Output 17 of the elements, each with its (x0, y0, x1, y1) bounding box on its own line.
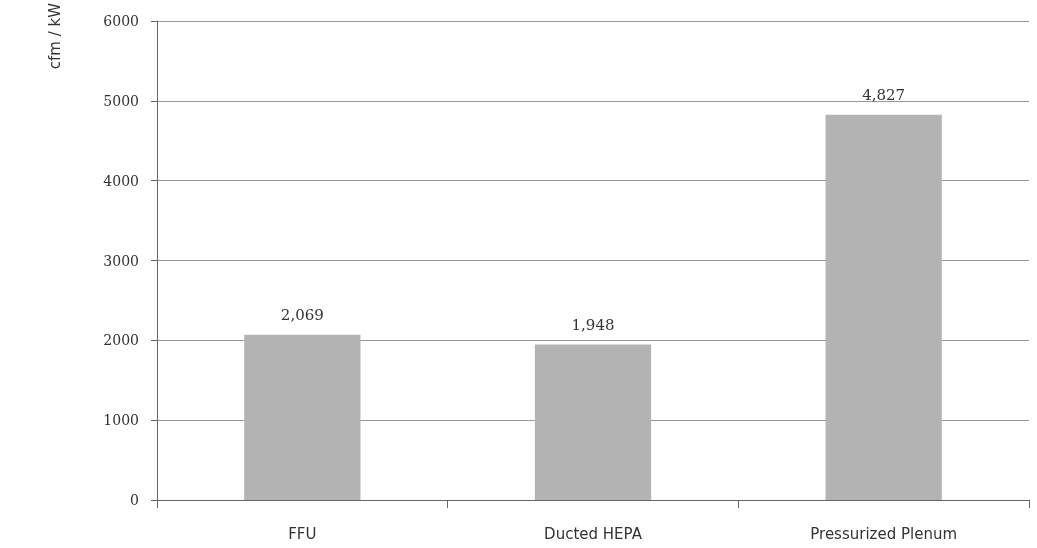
x-tick-label: Pressurized Plenum (810, 524, 958, 543)
y-tick-label: 3000 (103, 252, 139, 269)
y-tick-label: 4000 (103, 172, 139, 189)
y-tick-label: 0 (130, 492, 139, 508)
y-tick-label: 5000 (103, 92, 139, 109)
y-tick-label: 1000 (103, 412, 139, 429)
bar (534, 344, 652, 500)
x-tick-label: FFU (288, 524, 317, 543)
data-label: 4,827 (862, 86, 906, 105)
data-label: 1,948 (571, 315, 615, 334)
x-tick-label: Ducted HEPA (544, 524, 643, 543)
y-tick-label: 2000 (103, 332, 139, 349)
y-axis-title: cfm / kW (45, 2, 64, 70)
bar (244, 334, 361, 500)
y-tick-label: 6000 (103, 13, 139, 29)
bar (825, 114, 942, 500)
data-label: 2,069 (280, 306, 324, 325)
